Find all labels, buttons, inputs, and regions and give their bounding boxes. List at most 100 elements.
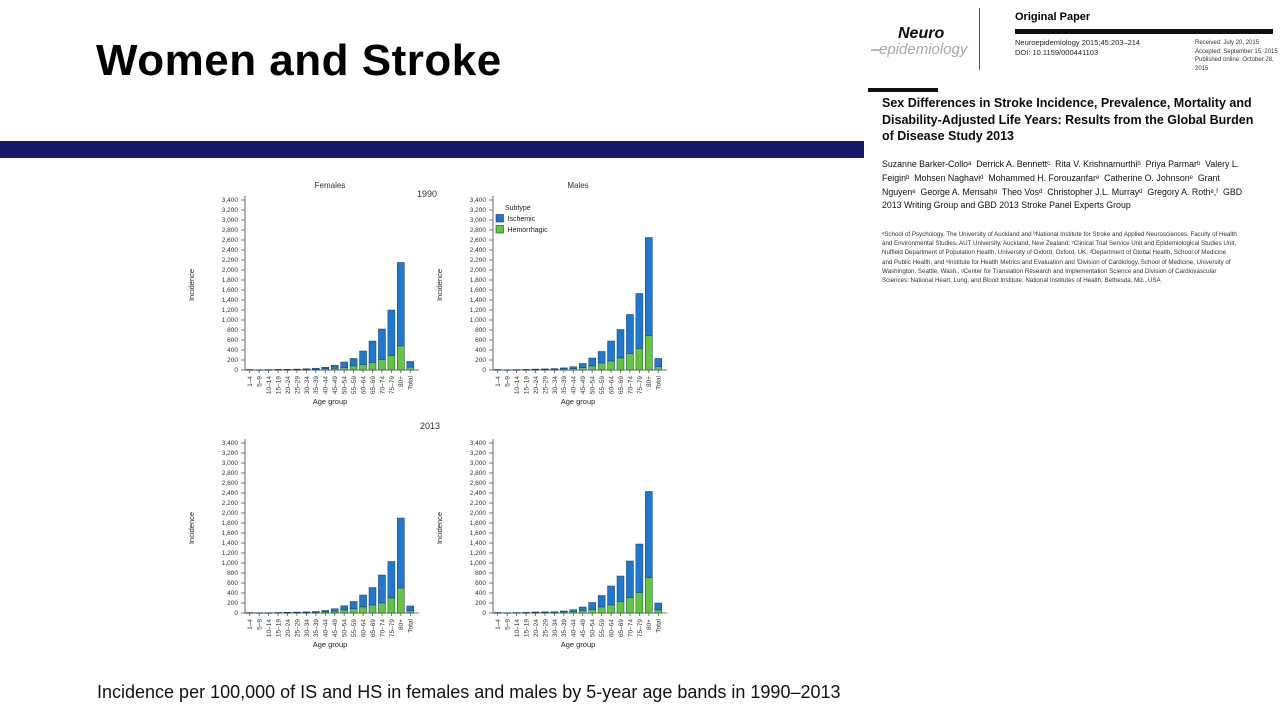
- paper-authors: Suzanne Barker-Colloᵃ Derrick A. Bennett…: [882, 159, 1245, 211]
- year-label-2013: 2013: [420, 421, 441, 431]
- paper-affiliations: ᵃSchool of Psychology, The University of…: [882, 231, 1237, 285]
- bar-segment-hemorrhagic: [645, 335, 653, 371]
- bar-segment-ischemic: [387, 561, 396, 599]
- y-tick-label: 2,200: [222, 500, 239, 507]
- x-tick-label: 75–79: [637, 619, 644, 637]
- journal-logo-neuro: Neuro: [898, 25, 945, 42]
- bar-segment-hemorrhagic: [340, 609, 348, 614]
- x-tick-label: 15–19: [275, 376, 282, 394]
- y-tick-label: 2,800: [470, 227, 487, 234]
- y-axis-label: Incidence: [435, 512, 444, 544]
- y-tick-label: 2,600: [470, 480, 487, 487]
- bar-segment-ischemic: [626, 560, 634, 598]
- y-tick-label: 800: [227, 570, 238, 577]
- x-tick-label: 20–24: [285, 376, 292, 394]
- y-tick-label: 3,200: [222, 207, 239, 214]
- bar-segment-hemorrhagic: [597, 606, 606, 614]
- bar-segment-ischemic: [645, 237, 653, 336]
- y-tick-label: 1,000: [222, 560, 239, 567]
- x-axis-label: Age group: [561, 640, 596, 649]
- bar-segment-hemorrhagic: [321, 611, 330, 614]
- bar-segment-hemorrhagic: [588, 609, 596, 614]
- x-tick-label: 55–59: [351, 376, 358, 394]
- y-tick-label: 2,200: [222, 257, 239, 264]
- bar-segment-ischemic: [578, 606, 587, 611]
- x-tick-label: 50–54: [342, 619, 349, 637]
- y-tick-label: 400: [475, 590, 486, 597]
- published-date: Published online: October 28, 2015: [1195, 57, 1274, 72]
- bar-segment-hemorrhagic: [588, 365, 596, 371]
- y-axis-label: Incidence: [187, 269, 196, 301]
- x-tick-label: 45–49: [332, 619, 339, 637]
- y-tick-label: 1,600: [222, 287, 239, 294]
- x-tick-label: 45–49: [332, 376, 339, 394]
- legend-swatch: [495, 214, 504, 223]
- x-tick-label: 45–49: [580, 376, 587, 394]
- x-tick-label: 45–49: [580, 619, 587, 637]
- x-tick-label: 15–19: [523, 619, 530, 637]
- y-tick-label: 2,400: [222, 247, 239, 254]
- y-tick-label: 2,600: [222, 480, 239, 487]
- bar-segment-ischemic: [616, 329, 625, 359]
- y-tick-label: 2,000: [222, 510, 239, 517]
- y-tick-label: 1,600: [222, 530, 239, 537]
- x-tick-label: 80+: [646, 619, 653, 630]
- bar-segment-hemorrhagic: [607, 604, 615, 614]
- y-tick-label: 3,400: [222, 440, 239, 447]
- y-tick-label: 400: [227, 347, 238, 354]
- y-tick-label: 1,000: [222, 317, 239, 324]
- x-tick-label: 15–19: [275, 619, 282, 637]
- bar-segment-hemorrhagic: [654, 609, 663, 614]
- journal-logo-epidemiology: epidemiology: [879, 41, 968, 58]
- bar-segment-ischemic: [340, 361, 348, 368]
- chart-females-1990: Females 0 200 400 600 800 1,000 1,200 1,400 1,600…: [187, 181, 419, 406]
- bar-segment-ischemic: [578, 363, 587, 368]
- x-tick-label: 30–34: [304, 619, 311, 637]
- x-tick-label: 80+: [398, 376, 405, 387]
- bar-segment-ischemic: [607, 585, 615, 606]
- y-tick-label: 1,600: [470, 287, 487, 294]
- chart-title: Females: [315, 181, 346, 190]
- bar-segment-hemorrhagic: [560, 368, 568, 371]
- bar-segment-hemorrhagic: [569, 611, 578, 614]
- bar-segment-ischemic: [635, 293, 644, 349]
- y-tick-label: 600: [475, 337, 486, 344]
- bar-segment-hemorrhagic: [359, 364, 367, 371]
- legend-swatch: [495, 225, 504, 234]
- bar-segment-hemorrhagic: [635, 592, 644, 614]
- x-tick-label: 75–79: [389, 619, 396, 637]
- x-tick-label: Total: [656, 375, 663, 389]
- y-tick-label: 200: [475, 357, 486, 364]
- x-tick-label: 50–54: [342, 376, 349, 394]
- y-tick-label: 2,000: [222, 267, 239, 274]
- x-tick-label: 25–29: [542, 619, 549, 637]
- x-tick-label: 75–79: [637, 376, 644, 394]
- bar-segment-ischemic: [397, 517, 405, 589]
- chart-males-1990: Males 0 200 400 600 800 1,000 1,200 1,400 1,600 1,…: [435, 181, 667, 406]
- y-tick-label: 3,200: [222, 450, 239, 457]
- bar-segment-hemorrhagic: [330, 611, 339, 614]
- chart-males-2013: 0 200 400 600 800 1,000 1,200 1,400 1,600 1,800 2,…: [435, 439, 667, 649]
- bar-segment-hemorrhagic: [349, 608, 358, 614]
- bar-segment-hemorrhagic: [616, 601, 625, 614]
- y-tick-label: 2,800: [222, 227, 239, 234]
- y-tick-label: 1,800: [470, 277, 487, 284]
- y-tick-label: 200: [227, 357, 238, 364]
- y-tick-label: 600: [227, 580, 238, 587]
- chart-title: Males: [567, 181, 588, 190]
- bar-segment-ischemic: [588, 357, 596, 367]
- y-tick-label: 1,200: [470, 307, 487, 314]
- x-tick-label: 35–39: [561, 376, 568, 394]
- x-tick-label: 65–69: [370, 619, 377, 637]
- y-tick-label: 1,400: [222, 297, 239, 304]
- bar-segment-hemorrhagic: [531, 612, 540, 614]
- bar-segment-ischemic: [406, 361, 415, 368]
- bar-segment-ischemic: [378, 328, 386, 360]
- x-tick-label: 55–59: [599, 619, 606, 637]
- bar-segment-hemorrhagic: [569, 368, 578, 371]
- bar-segment-hemorrhagic: [635, 348, 644, 371]
- bar-segment-ischemic: [569, 609, 578, 612]
- y-tick-label: 400: [227, 590, 238, 597]
- y-tick-label: 0: [234, 367, 238, 374]
- journal-citation: Neuroepidemiology 2015;45:203–214: [1015, 38, 1141, 47]
